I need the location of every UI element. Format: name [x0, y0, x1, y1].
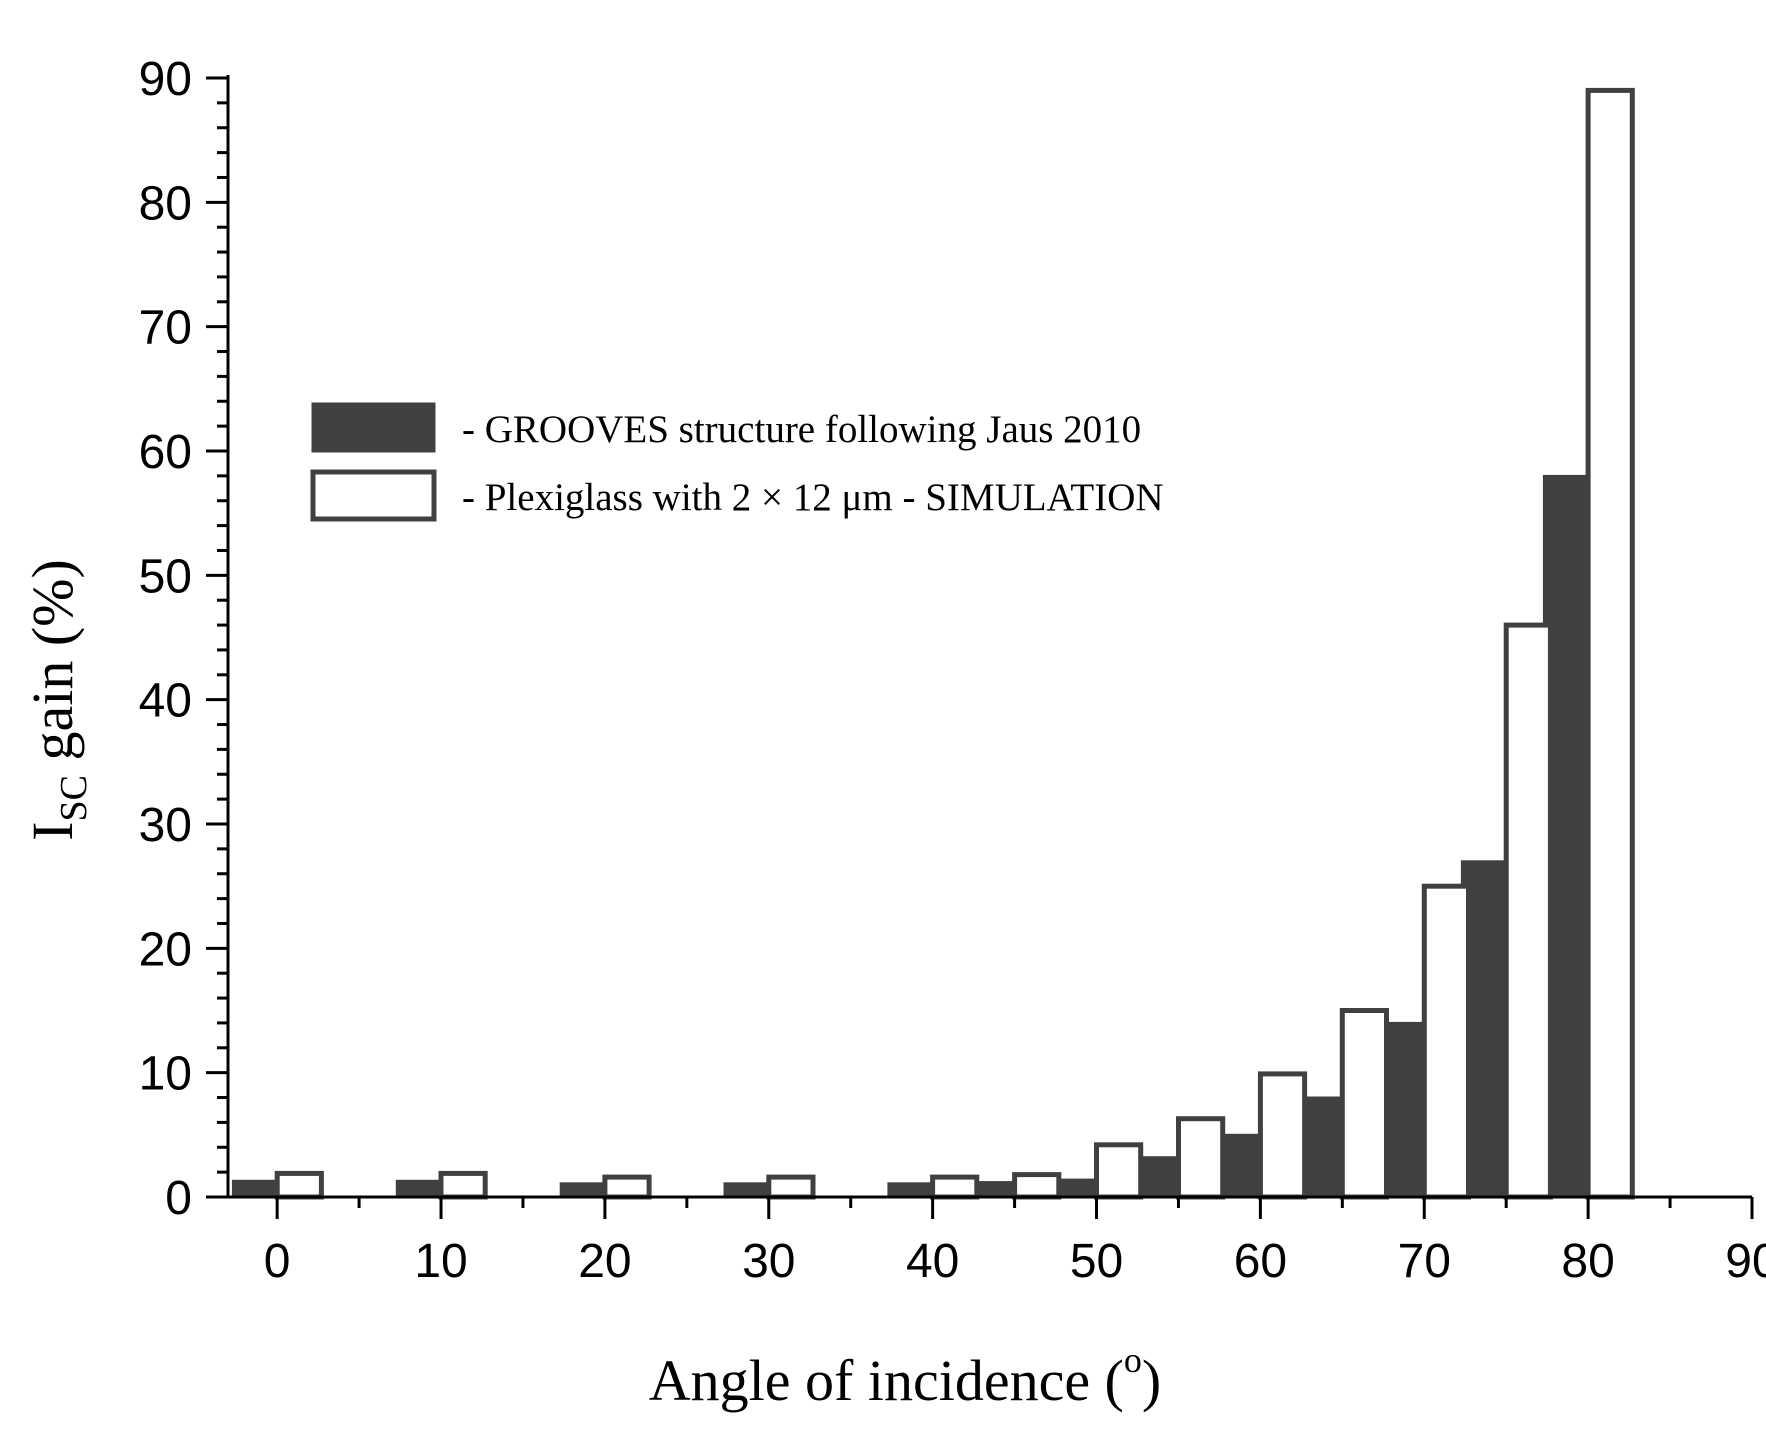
axes-layer — [226, 75, 1752, 1199]
bar-grooves-20 — [559, 1182, 606, 1199]
legend-swatch-grooves — [311, 402, 436, 453]
bar-plexiglass-65 — [1339, 1008, 1390, 1200]
y-tick-label: 30 — [139, 799, 192, 852]
x-tick-label: 80 — [1561, 1235, 1614, 1288]
y-tick-label: 10 — [139, 1048, 192, 1101]
bar-plexiglass-80 — [1585, 87, 1635, 1200]
x-tick-label: 20 — [578, 1235, 631, 1288]
bar-grooves-40 — [887, 1182, 934, 1199]
x-tick-label: 50 — [1070, 1235, 1123, 1288]
y-axis-title-sub: SC — [53, 775, 95, 821]
y-tick-label: 50 — [139, 550, 192, 603]
y-axis-title-main: I — [20, 821, 85, 840]
bar-plexiglass-55 — [1176, 1116, 1226, 1200]
bar-plexiglass-10 — [438, 1170, 488, 1200]
legend-label-grooves: - GROOVES structure following Jaus 2010 — [462, 408, 1141, 451]
bar-grooves-0 — [231, 1179, 279, 1199]
bar-grooves-30 — [723, 1182, 770, 1199]
bar-plexiglass-50 — [1094, 1142, 1144, 1200]
bars-layer — [231, 87, 1635, 1200]
y-axis-title: ISC gain (%) — [20, 559, 95, 841]
bar-plexiglass-0 — [274, 1170, 324, 1200]
x-axis-title-text: Angle of incidence ( — [649, 1348, 1124, 1413]
y-tick-label: 60 — [139, 426, 192, 479]
bar-grooves-10 — [395, 1179, 442, 1199]
y-tick-label: 20 — [139, 923, 192, 976]
bar-plexiglass-60 — [1257, 1071, 1308, 1200]
y-tick-label: 40 — [139, 675, 192, 728]
x-tick-label: 30 — [742, 1235, 795, 1288]
x-axis-title-close: ) — [1142, 1348, 1161, 1413]
x-axis-title: Angle of incidence (o) — [649, 1340, 1161, 1413]
x-tick-label: 60 — [1234, 1235, 1287, 1288]
x-tick-label: 40 — [906, 1235, 959, 1288]
legend: - GROOVES structure following Jaus 2010 … — [310, 402, 1164, 522]
bar-plexiglass-40 — [930, 1174, 980, 1200]
bar-plexiglass-45 — [1012, 1172, 1062, 1200]
x-tick-label: 0 — [264, 1235, 291, 1288]
ticks-layer: 0 10 20 30 40 50 60 70 80 90 0 10 20 30 40 50 60 70 80 90 — [139, 53, 1766, 1288]
x-tick-label: 10 — [414, 1235, 467, 1288]
legend-label-plexiglass: - Plexiglass with 2 × 12 μm - SIMULATION — [462, 476, 1164, 519]
y-tick-label: 80 — [139, 177, 192, 230]
x-tick-label: 90 — [1725, 1235, 1766, 1288]
y-axis-title-rest: gain (%) — [20, 559, 85, 775]
bar-plexiglass-70 — [1421, 883, 1472, 1200]
y-tick-label: 90 — [139, 53, 192, 106]
bar-plexiglass-30 — [766, 1174, 816, 1200]
x-axis-title-sup: o — [1124, 1340, 1142, 1380]
y-tick-label: 70 — [139, 302, 192, 355]
y-tick-label: 0 — [165, 1172, 192, 1225]
bar-plexiglass-75 — [1503, 622, 1553, 1200]
legend-swatch-plexiglass — [310, 469, 437, 522]
bar-plexiglass-20 — [602, 1174, 652, 1200]
x-tick-label: 70 — [1398, 1235, 1451, 1288]
